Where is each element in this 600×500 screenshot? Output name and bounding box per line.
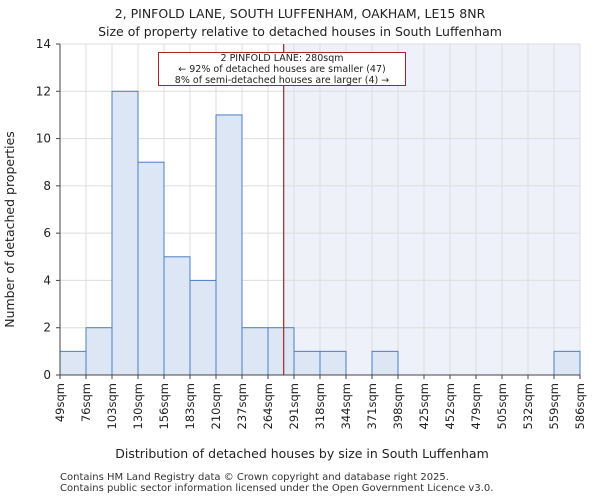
x-tick-label: 264sqm xyxy=(261,383,275,429)
x-tick-label: 505sqm xyxy=(495,383,509,429)
y-tick-label: 12 xyxy=(36,84,51,98)
y-tick-label: 4 xyxy=(43,273,51,287)
x-tick-label: 210sqm xyxy=(209,383,223,429)
bar xyxy=(319,350,347,376)
y-tick-label: 8 xyxy=(43,179,51,193)
x-tick-label: 103sqm xyxy=(105,383,119,429)
x-axis-label: Distribution of detached houses by size … xyxy=(115,446,489,461)
bar xyxy=(371,350,399,376)
x-tick-label: 398sqm xyxy=(391,383,405,429)
bar xyxy=(111,90,139,376)
annotation-line-2: ← 92% of detached houses are smaller (47… xyxy=(178,64,386,75)
x-tick-label: 371sqm xyxy=(365,383,379,429)
bar xyxy=(85,327,113,376)
x-tick-label: 586sqm xyxy=(573,383,587,429)
footer-licence: Contains public sector information licen… xyxy=(60,483,494,494)
chart-subtitle: Size of property relative to detached ho… xyxy=(98,24,502,39)
y-tick-label: 14 xyxy=(36,37,51,51)
bar xyxy=(59,350,87,376)
x-tick-label: 76sqm xyxy=(79,383,93,422)
x-tick-label: 452sqm xyxy=(443,383,457,429)
y-tick-label: 2 xyxy=(43,321,51,335)
bar xyxy=(215,114,243,376)
x-tick-label: 479sqm xyxy=(469,383,483,429)
x-tick-label: 130sqm xyxy=(131,383,145,429)
annotation-line-3: 8% of semi-detached houses are larger (4… xyxy=(174,75,390,86)
x-tick-label: 183sqm xyxy=(183,383,197,429)
bar xyxy=(163,256,191,376)
bar xyxy=(293,350,321,376)
shaded-larger-region xyxy=(283,44,580,375)
x-tick-label: 425sqm xyxy=(417,383,431,429)
y-tick-label: 6 xyxy=(43,226,51,240)
chart-title: 2, PINFOLD LANE, SOUTH LUFFENHAM, OAKHAM… xyxy=(114,6,486,21)
y-tick-label: 0 xyxy=(43,368,51,382)
x-tick-label: 344sqm xyxy=(339,383,353,429)
bar xyxy=(189,279,217,376)
bar xyxy=(137,161,165,376)
bar xyxy=(241,327,269,376)
x-tick-label: 156sqm xyxy=(157,383,171,429)
y-tick-label: 10 xyxy=(36,132,51,146)
x-tick-label: 559sqm xyxy=(547,383,561,429)
y-axis-label: Number of detached properties xyxy=(2,131,17,328)
bar xyxy=(267,327,295,376)
annotation-line-1: 2 PINFOLD LANE: 280sqm xyxy=(220,53,344,64)
x-tick-label: 532sqm xyxy=(521,383,535,429)
marker-annotation: 2 PINFOLD LANE: 280sqm ← 92% of detached… xyxy=(158,52,406,86)
x-tick-label: 291sqm xyxy=(287,383,301,429)
x-tick-label: 49sqm xyxy=(53,383,67,422)
x-tick-label: 318sqm xyxy=(313,383,327,429)
x-tick-label: 237sqm xyxy=(235,383,249,429)
bar xyxy=(553,350,581,376)
footer-copyright: Contains HM Land Registry data © Crown c… xyxy=(60,472,449,483)
